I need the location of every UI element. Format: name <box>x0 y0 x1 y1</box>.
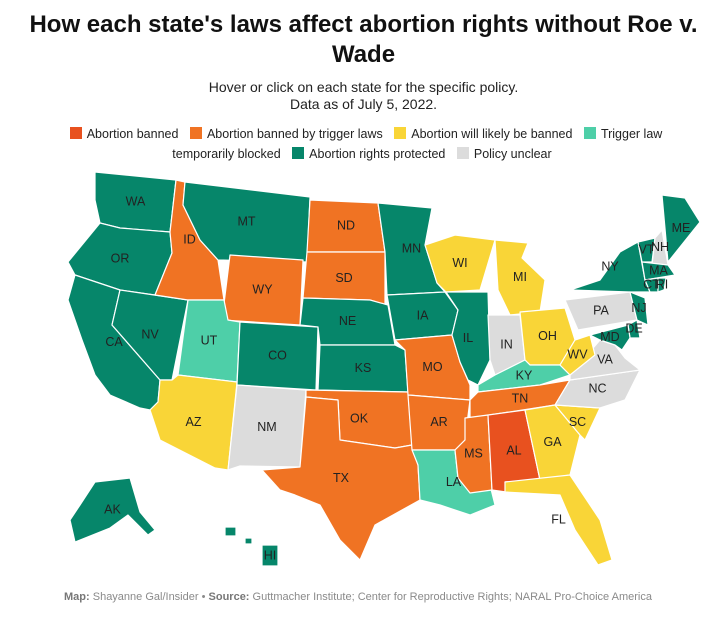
state-ga[interactable] <box>524 404 581 481</box>
state-co[interactable] <box>236 321 319 391</box>
legend-label-likely: Abortion will likely be banned <box>411 127 573 141</box>
state-label-fl: FL <box>551 512 566 526</box>
subtitle: Hover or click on each state for the spe… <box>0 79 727 113</box>
legend-item-blocked: Trigger law temporarily blocked <box>172 127 662 161</box>
legend-item-unclear: Policy unclear <box>456 147 552 161</box>
legend-label-unclear: Policy unclear <box>473 147 552 161</box>
source-text: Guttmacher Institute; Center for Reprodu… <box>252 591 652 603</box>
state-wi[interactable] <box>424 234 496 293</box>
state-hi[interactable] <box>224 526 279 567</box>
legend-item-protected: Abortion rights protected <box>292 147 445 161</box>
legend-swatch-trigger <box>189 127 202 139</box>
legend-label-trigger: Abortion banned by trigger laws <box>206 127 383 141</box>
legend-swatch-blocked <box>583 127 596 139</box>
state-nm[interactable] <box>227 384 307 471</box>
state-wv[interactable] <box>559 334 596 376</box>
state-me[interactable] <box>661 194 701 263</box>
legend-label-banned: Abortion banned <box>86 127 179 141</box>
state-wa[interactable] <box>94 171 177 233</box>
legend: Abortion banned Abortion banned by trigg… <box>64 124 664 164</box>
legend-item-likely: Abortion will likely be banned <box>394 127 572 141</box>
legend-swatch-protected <box>292 147 305 159</box>
legend-label-protected: Abortion rights protected <box>309 147 446 161</box>
legend-label-blocked: Trigger law temporarily blocked <box>172 127 663 161</box>
legend-item-banned: Abortion banned <box>69 127 179 141</box>
state-ri[interactable] <box>657 277 667 293</box>
credits: Map: Shayanne Gal/Insider • Source: Gutt… <box>64 590 664 604</box>
state-mt[interactable] <box>182 181 311 263</box>
state-fl[interactable] <box>504 474 613 566</box>
state-md[interactable] <box>589 324 631 351</box>
state-tx[interactable] <box>261 396 421 561</box>
state-pa[interactable] <box>564 291 638 331</box>
state-wy[interactable] <box>221 254 304 326</box>
chart-title: How each state's laws affect abortion ri… <box>29 11 698 68</box>
state-ak[interactable] <box>69 477 156 543</box>
state-ar[interactable] <box>407 394 471 451</box>
legend-swatch-banned <box>69 127 82 139</box>
legend-swatch-unclear <box>456 147 469 159</box>
state-nd[interactable] <box>306 199 386 253</box>
state-az[interactable] <box>149 374 238 471</box>
state-mi[interactable] <box>494 239 546 316</box>
source-author: Shayanne Gal/Insider <box>92 591 199 603</box>
source-key: Source: <box>208 591 250 603</box>
source-separator: • <box>201 591 206 603</box>
state-ia[interactable] <box>386 291 459 341</box>
state-sd[interactable] <box>302 251 386 306</box>
state-ks[interactable] <box>317 344 409 393</box>
subtitle-date: Data as of July 5, 2022. <box>289 96 438 112</box>
subtitle-instructions: Hover or click on each state for the spe… <box>208 79 519 95</box>
state-ma[interactable] <box>641 261 676 281</box>
legend-swatch-likely <box>394 127 407 139</box>
state-nj[interactable] <box>629 291 649 326</box>
state-ny[interactable] <box>569 241 651 293</box>
legend-item-trigger: Abortion banned by trigger laws <box>189 127 383 141</box>
source-map-label: Map: <box>64 591 90 603</box>
